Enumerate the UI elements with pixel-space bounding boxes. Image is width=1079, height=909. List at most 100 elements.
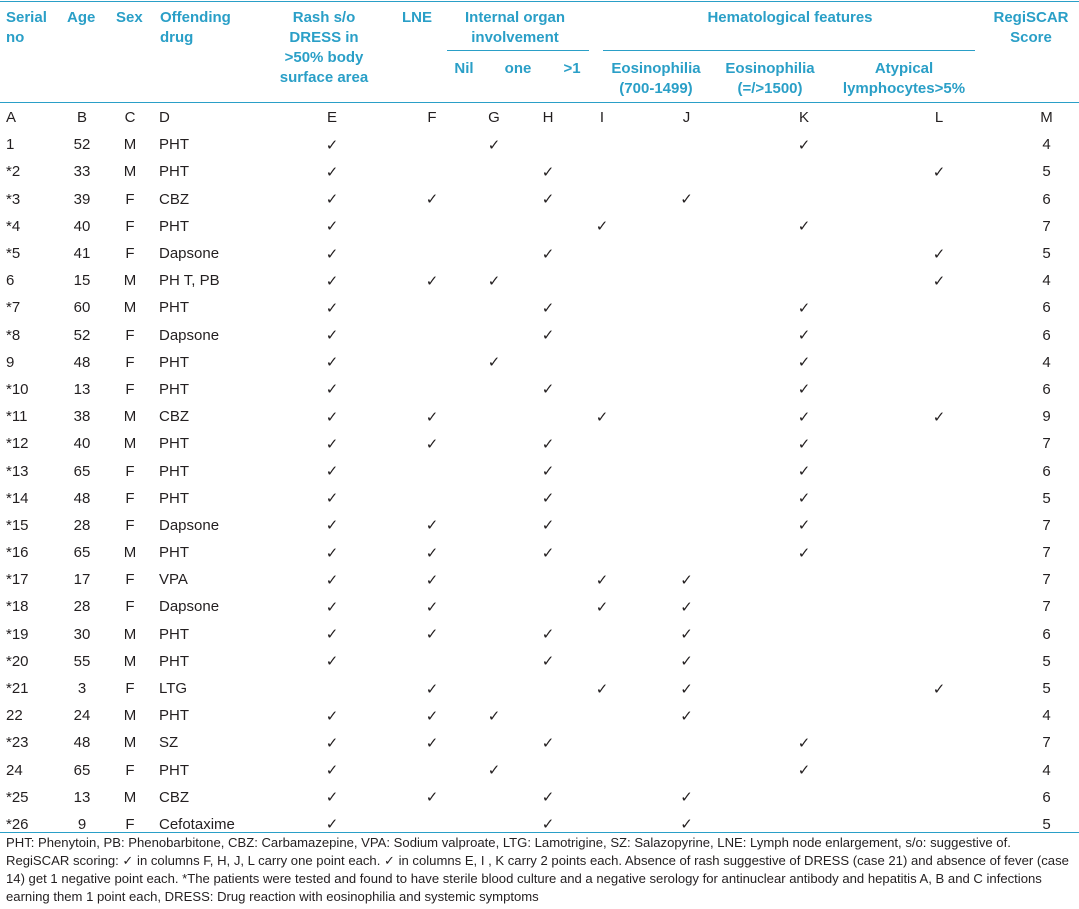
- cell-serial: *11: [6, 408, 28, 426]
- cell-eos-700: J: [682, 109, 691, 127]
- cell-lne: [397, 648, 467, 675]
- cell-score: 6: [1042, 788, 1051, 806]
- cell-eos-700: ✓: [680, 789, 693, 807]
- cell-eos-700: [629, 376, 744, 403]
- cell-sex: F: [125, 217, 135, 235]
- cell-organ-one: [521, 566, 575, 593]
- cell-sex: M: [123, 136, 137, 154]
- cell-score: 7: [1042, 516, 1051, 534]
- cell-drug: PHT: [159, 353, 189, 371]
- cell-organ-nil: [467, 512, 521, 539]
- cell-age: 48: [73, 489, 91, 507]
- cell-serial: *10: [6, 380, 29, 398]
- cell-organ-one: H: [542, 109, 554, 127]
- cell-eos-1500: [744, 267, 864, 294]
- cell-lne: F: [427, 109, 437, 127]
- header-hema-group: Hematological features: [707, 9, 873, 26]
- cell-rash: ✓: [325, 272, 339, 290]
- header-eosinophilia-1500: Eosinophilia (=/>1500): [725, 60, 815, 97]
- cell-organ-one: ✓: [541, 544, 555, 562]
- cell-drug: SZ: [159, 734, 179, 752]
- table-row: *18 28 F Dapsone ✓ ✓ ✓ ✓ 7: [0, 593, 1079, 620]
- cell-eos-700: ✓: [680, 598, 693, 616]
- table-row: *20 55 M PHT ✓ ✓ ✓ 5: [0, 648, 1079, 675]
- cell-lne: ✓: [425, 435, 439, 453]
- cell-rash: ✓: [325, 653, 339, 671]
- cell-serial: *14: [6, 489, 29, 507]
- cell-organ-nil: [467, 539, 521, 566]
- cell-serial: A: [6, 109, 17, 127]
- cell-age: 65: [73, 544, 91, 562]
- cell-drug: CBZ: [159, 788, 189, 806]
- cell-atypical: [864, 648, 1014, 675]
- cell-atypical: [864, 186, 1014, 213]
- cell-score: 6: [1042, 190, 1051, 208]
- cell-eos-1500: ✓: [797, 544, 811, 562]
- column-letter-row: A B C D E F G H I J K L M: [0, 104, 1079, 131]
- cell-sex: M: [123, 788, 137, 806]
- table-row: *5 41 F Dapsone ✓ ✓ ✓ 5: [0, 240, 1079, 267]
- cell-eos-700: [629, 322, 744, 349]
- cell-organ-more: [575, 539, 629, 566]
- cell-organ-one: ✓: [541, 490, 555, 508]
- cell-serial: *17: [6, 571, 29, 589]
- cell-rash: ✓: [325, 762, 339, 780]
- cell-sex: F: [125, 462, 135, 480]
- cell-organ-more: I: [599, 109, 605, 127]
- cell-atypical: L: [934, 109, 944, 127]
- cell-eos-1500: ✓: [797, 136, 811, 154]
- cell-sex: M: [123, 625, 137, 643]
- table-row: *2 33 M PHT ✓ ✓ ✓ 5: [0, 158, 1079, 185]
- table-row: *10 13 F PHT ✓ ✓ ✓ 6: [0, 376, 1079, 403]
- header-rash: Rash s/o DRESS in >50% body surface area: [279, 9, 369, 86]
- top-rule: [0, 1, 1079, 2]
- cell-organ-one: ✓: [541, 299, 555, 317]
- cell-rash: ✓: [325, 490, 339, 508]
- cell-age: 38: [73, 408, 91, 426]
- table-row: *12 40 M PHT ✓ ✓ ✓ ✓ 7: [0, 430, 1079, 457]
- cell-rash: [267, 675, 397, 702]
- table-row: *15 28 F Dapsone ✓ ✓ ✓ ✓ 7: [0, 512, 1079, 539]
- cell-age: 40: [73, 435, 91, 453]
- cell-organ-one: ✓: [541, 191, 555, 209]
- cell-eos-1500: ✓: [797, 327, 811, 345]
- cell-drug: Dapsone: [159, 516, 220, 534]
- cell-eos-700: ✓: [680, 626, 693, 644]
- cell-eos-700: ✓: [680, 680, 693, 698]
- cell-organ-nil: [467, 294, 521, 321]
- cell-rash: ✓: [325, 408, 339, 426]
- cell-atypical: [864, 757, 1014, 784]
- cell-score: 4: [1042, 272, 1051, 290]
- cell-lne: [397, 131, 467, 158]
- cell-eos-1500: ✓: [797, 408, 811, 426]
- cell-score: 4: [1042, 761, 1051, 779]
- cell-organ-one: ✓: [541, 435, 555, 453]
- cell-score: M: [1040, 109, 1053, 127]
- cell-lne: [397, 294, 467, 321]
- cell-atypical: [864, 729, 1014, 756]
- cell-score: 6: [1042, 462, 1051, 480]
- cell-eos-1500: ✓: [797, 381, 811, 399]
- cell-drug: CBZ: [159, 408, 189, 426]
- cell-drug: PH T, PB: [159, 272, 220, 290]
- cell-eos-700: [629, 485, 744, 512]
- cell-eos-700: [629, 403, 744, 430]
- cell-organ-one: [521, 675, 575, 702]
- cell-lne: [397, 158, 467, 185]
- cell-rash: ✓: [325, 245, 339, 263]
- cell-rash: ✓: [325, 463, 339, 481]
- cell-atypical: [864, 213, 1014, 240]
- cell-eos-1500: ✓: [797, 517, 811, 535]
- cell-serial: *12: [6, 435, 29, 453]
- hema-group-rule: [603, 50, 975, 51]
- cell-serial: *15: [6, 516, 29, 534]
- cell-drug: PHT: [159, 625, 189, 643]
- footer-rule: [0, 832, 1079, 833]
- cell-rash: ✓: [325, 218, 339, 236]
- cell-rash: ✓: [325, 354, 339, 372]
- table-row: 9 48 F PHT ✓ ✓ ✓ 4: [0, 349, 1079, 376]
- cell-age: 65: [73, 462, 91, 480]
- cell-serial: *5: [6, 245, 21, 263]
- cell-age: 60: [73, 299, 91, 317]
- cell-organ-nil: [467, 457, 521, 484]
